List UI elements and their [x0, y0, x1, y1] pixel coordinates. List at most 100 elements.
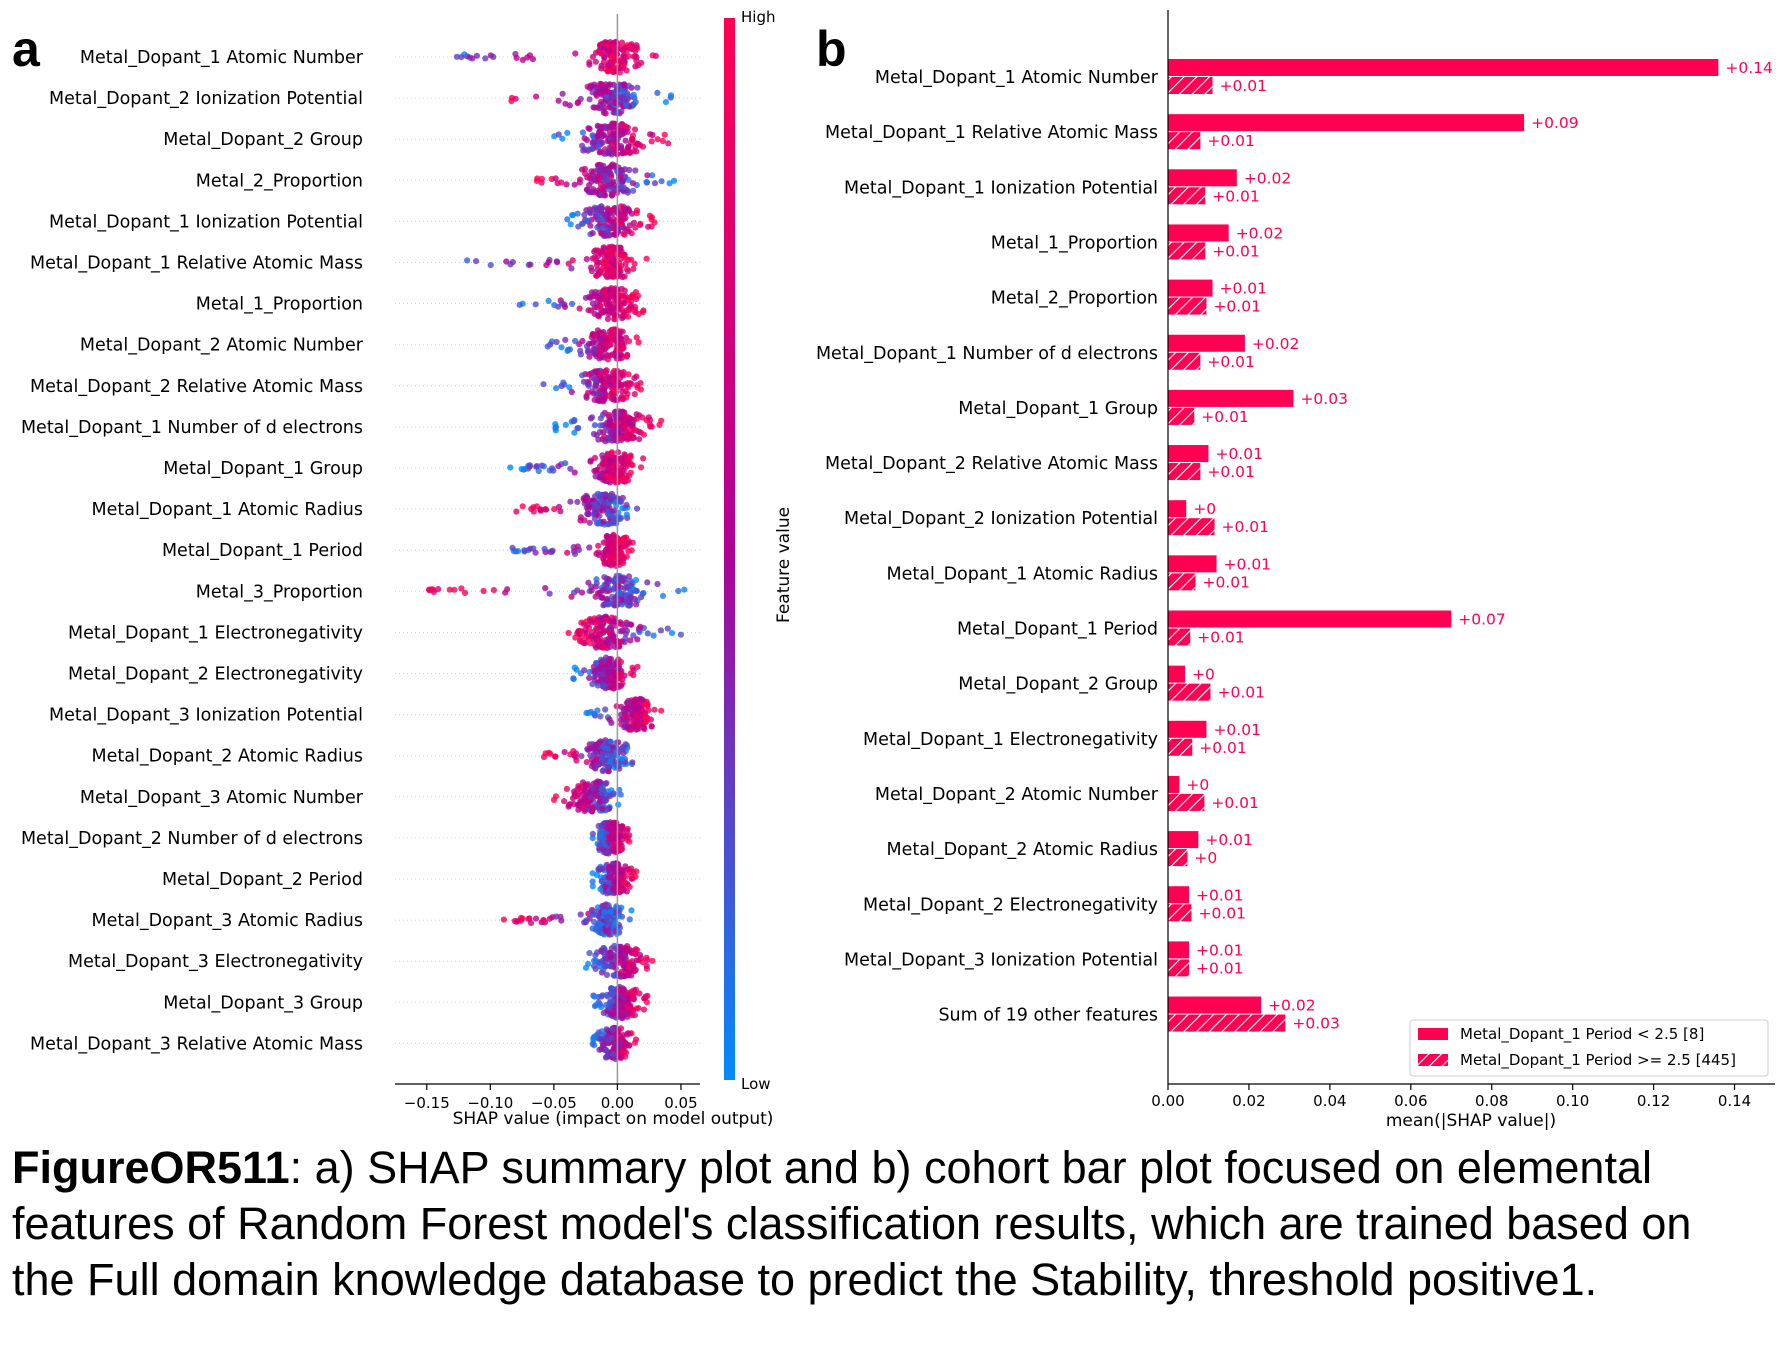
- shap-point: [610, 518, 617, 526]
- shap-point: [601, 167, 609, 174]
- shap-point: [623, 501, 630, 509]
- shap-point: [435, 586, 442, 593]
- shap-point: [605, 62, 612, 69]
- shap-point: [605, 763, 612, 770]
- shap-point: [591, 81, 598, 88]
- shap-point: [603, 971, 611, 979]
- shap-point: [594, 761, 601, 769]
- bar-value-label: +0.02: [1268, 997, 1316, 1015]
- shap-point: [584, 217, 591, 224]
- shap-point: [599, 346, 606, 353]
- shap-point: [675, 587, 682, 595]
- shap-point: [623, 713, 630, 720]
- shap-point: [656, 421, 663, 428]
- shap-point: [533, 93, 540, 100]
- shap-point: [644, 579, 651, 586]
- shap-point: [668, 630, 676, 637]
- shap-point: [617, 791, 624, 798]
- shap-point: [613, 68, 620, 75]
- shap-point: [578, 628, 585, 635]
- shap-point: [589, 883, 596, 890]
- shap-point: [592, 58, 599, 65]
- category-label: Metal_Dopant_1 Period: [957, 620, 1158, 640]
- shap-point: [659, 592, 667, 600]
- colorbar: [724, 18, 735, 1080]
- shap-point: [581, 211, 588, 218]
- shap-point: [608, 719, 615, 727]
- shap-point: [461, 589, 469, 597]
- shap-point: [599, 767, 606, 775]
- shap-point: [537, 507, 545, 514]
- shap-point: [586, 96, 593, 103]
- shap-point: [446, 586, 453, 593]
- bar-value-label: +0.01: [1215, 445, 1263, 463]
- shap-point: [607, 495, 614, 502]
- shap-point: [602, 849, 609, 856]
- shap-point: [563, 181, 570, 188]
- shap-point: [596, 590, 603, 597]
- x-tick-label: 0.04: [1313, 1092, 1346, 1110]
- shap-point: [618, 721, 625, 728]
- shap-point: [589, 145, 596, 153]
- shap-point: [628, 45, 636, 52]
- shap-point: [615, 739, 622, 746]
- shap-point: [624, 723, 631, 730]
- shap-point: [567, 465, 574, 472]
- shap-point: [593, 467, 600, 474]
- feature-label: Metal_Dopant_3 Atomic Number: [80, 788, 364, 808]
- shap-point: [589, 681, 596, 688]
- shap-point: [573, 757, 580, 764]
- feature-label: Metal_Dopant_2 Period: [162, 870, 363, 890]
- bar-value-label: +0: [1192, 666, 1215, 684]
- shap-point: [473, 258, 480, 265]
- shap-point: [591, 993, 598, 1000]
- shap-point: [593, 667, 600, 674]
- shap-point: [579, 142, 586, 149]
- shap-point: [589, 300, 597, 307]
- shap-point: [576, 637, 584, 645]
- shap-point: [581, 667, 588, 674]
- shap-point: [600, 245, 607, 252]
- shap-point: [624, 455, 631, 462]
- category-label: Metal_Dopant_1 Atomic Radius: [887, 564, 1158, 584]
- shap-point: [586, 519, 593, 526]
- shap-point: [602, 955, 610, 962]
- shap-point: [554, 259, 561, 266]
- shap-point: [606, 661, 613, 668]
- bar-value-label: +0.02: [1236, 224, 1284, 242]
- bar-solid: [1168, 665, 1185, 683]
- shap-point: [610, 831, 618, 838]
- shap-point: [587, 175, 594, 182]
- shap-point: [615, 665, 622, 672]
- bar-value-label: +0.01: [1199, 739, 1247, 757]
- x-tick-label: 0.06: [1394, 1092, 1427, 1110]
- shap-point: [628, 865, 635, 872]
- x-tick-label: 0.12: [1637, 1092, 1670, 1110]
- shap-point: [546, 590, 553, 597]
- shap-point: [623, 47, 630, 55]
- shap-point: [617, 716, 625, 723]
- shap-point: [609, 306, 616, 313]
- shap-point: [620, 52, 628, 60]
- shap-point: [640, 590, 647, 597]
- shap-point: [558, 300, 566, 307]
- shap-point: [553, 338, 560, 346]
- shap-point: [606, 299, 613, 306]
- shap-point: [507, 261, 514, 268]
- shap-point: [590, 908, 597, 915]
- shap-point: [584, 801, 592, 809]
- shap-point: [577, 788, 585, 795]
- shap-point: [617, 268, 624, 275]
- shap-point: [587, 222, 594, 229]
- shap-point: [617, 203, 625, 210]
- shap-point: [644, 703, 651, 710]
- shap-point: [596, 842, 603, 849]
- shap-point: [611, 182, 618, 189]
- shap-point: [623, 67, 630, 74]
- shap-point: [634, 84, 641, 91]
- shap-point: [597, 167, 604, 174]
- shap-point: [625, 143, 632, 150]
- shap-point: [566, 384, 573, 391]
- shap-point: [637, 623, 644, 630]
- shap-point: [585, 125, 592, 132]
